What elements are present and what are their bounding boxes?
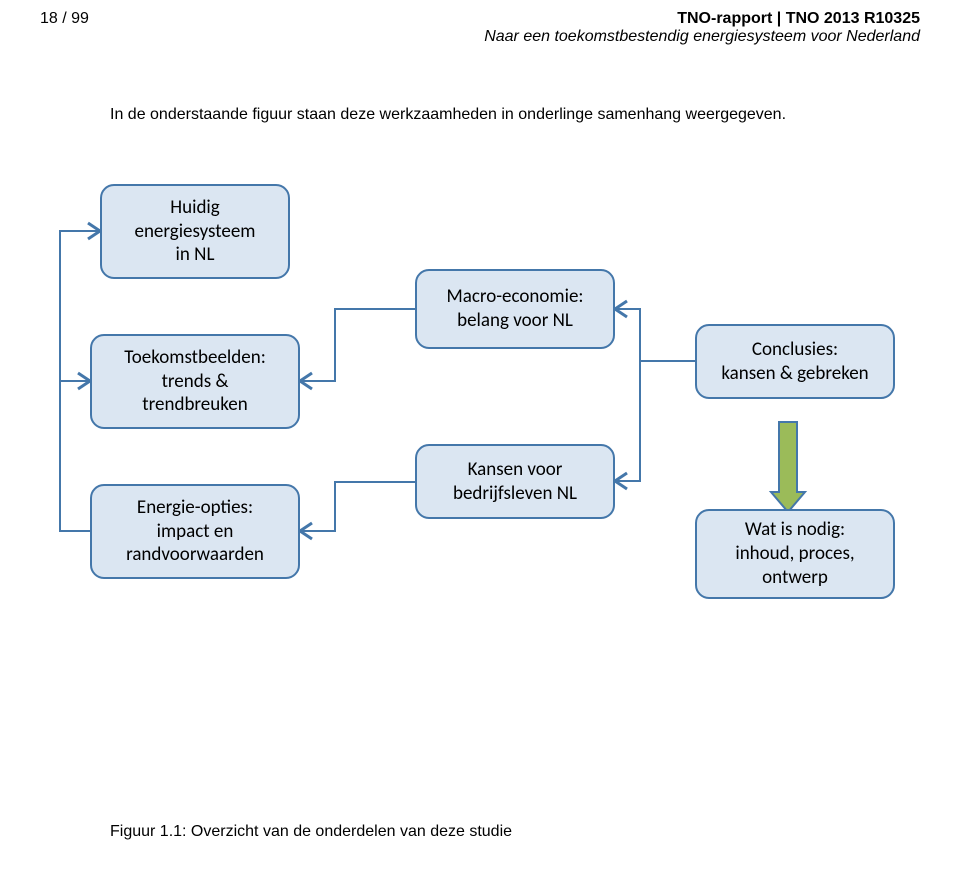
box-macro: Macro-economie:belang voor NL (415, 269, 615, 349)
connector-4 (615, 309, 695, 361)
report-id: TNO-rapport | TNO 2013 R10325 (484, 10, 920, 28)
flow-diagram: Huidigenergiesysteemin NL Toekomstbeelden… (0, 164, 960, 724)
connector-5 (615, 361, 695, 481)
box-concl: Conclusies:kansen & gebreken (695, 324, 895, 399)
figure-caption: Figuur 1.1: Overzicht van de onderdelen … (110, 823, 512, 841)
down-arrow (771, 422, 805, 512)
intro-text: In de onderstaande figuur staan deze wer… (0, 46, 960, 124)
connector-1 (60, 381, 90, 531)
box-huidig: Huidigenergiesysteemin NL (100, 184, 290, 279)
page-header: 18 / 99 TNO-rapport | TNO 2013 R10325 Na… (0, 0, 960, 46)
box-energie: Energie-opties:impact enrandvoorwaarden (90, 484, 300, 579)
connector-2 (300, 309, 415, 381)
connector-3 (300, 482, 415, 531)
box-kansen: Kansen voorbedrijfsleven NL (415, 444, 615, 519)
box-wat: Wat is nodig:inhoud, proces,ontwerp (695, 509, 895, 599)
report-header: TNO-rapport | TNO 2013 R10325 Naar een t… (484, 10, 920, 46)
box-toekomst: Toekomstbeelden:trends &trendbreuken (90, 334, 300, 429)
page-number: 18 / 99 (40, 10, 89, 46)
report-title: Naar een toekomstbestendig energiesystee… (484, 28, 920, 46)
